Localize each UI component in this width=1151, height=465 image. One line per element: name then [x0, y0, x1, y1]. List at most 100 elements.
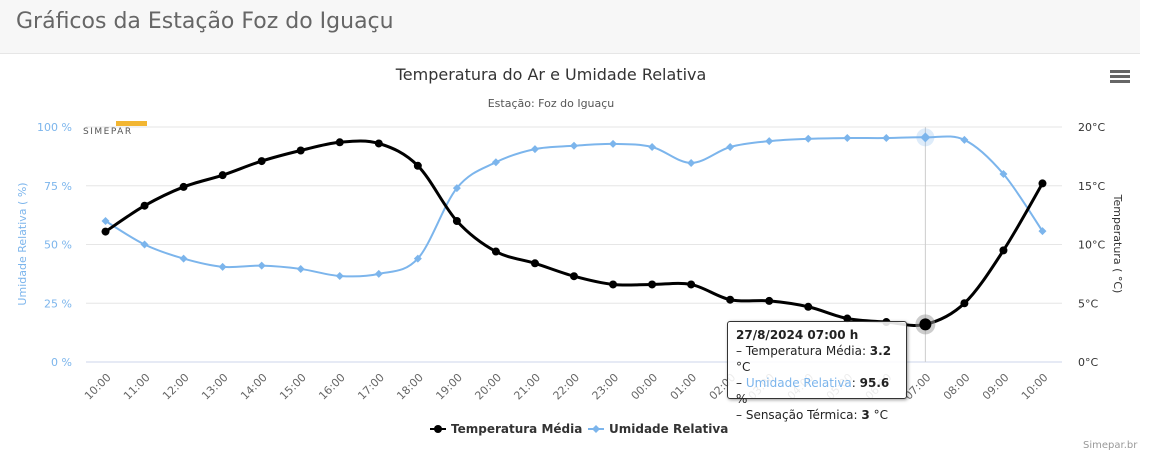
tooltip-row-sensacao: – Sensação Térmica: 3 °C: [736, 408, 888, 422]
legend-item-umidade[interactable]: Umidade Relativa: [588, 422, 728, 436]
page-header: Gráficos da Estação Foz do Iguaçu: [0, 0, 1140, 54]
data-point: [491, 247, 500, 256]
x-tick-label: 19:00: [433, 371, 465, 403]
data-point: [179, 254, 188, 263]
x-tick-label: 01:00: [668, 371, 700, 403]
credit-link[interactable]: Simepar.br: [1083, 440, 1138, 451]
data-point: [530, 259, 539, 268]
y-right-tick-label: 0°C: [1078, 356, 1098, 369]
tooltip-value: 95.6: [859, 376, 890, 390]
hamburger-menu-icon[interactable]: [1110, 70, 1130, 86]
legend-label: Temperatura Média: [451, 422, 582, 436]
tooltip-row-temperatura: – Temperatura Média: 3.2 °C: [736, 344, 892, 374]
y-right-tick-label: 20°C: [1078, 121, 1105, 134]
data-point: [452, 217, 461, 225]
data-point: [335, 138, 344, 147]
data-point: [609, 280, 618, 289]
x-tick-label: 22:00: [551, 371, 583, 403]
data-point: [804, 302, 813, 311]
tooltip-unit: °C: [873, 408, 888, 422]
y-left-tick-label: 75 %: [44, 180, 72, 193]
data-point: [257, 157, 266, 166]
series-line: [105, 135, 1044, 278]
tooltip-value: 3: [861, 408, 870, 422]
series-umidade: [101, 128, 1047, 280]
data-point: [101, 217, 110, 225]
y-right-tick-label: 5°C: [1078, 297, 1098, 310]
tooltip: 27/8/2024 07:00 h – Temperatura Média: 3…: [727, 321, 907, 422]
tooltip-label: Umidade Relativa: [745, 376, 852, 390]
data-point: [296, 264, 305, 273]
chart-title: Temperatura do Ar e Umidade Relativa: [395, 65, 707, 84]
page-title: Gráficos da Estação Foz do Iguaçu: [16, 9, 394, 34]
data-point: [452, 184, 461, 193]
x-tick-label: 12:00: [160, 371, 192, 403]
data-point: [257, 261, 266, 270]
data-point: [413, 254, 422, 263]
x-tick-label: 00:00: [629, 371, 661, 403]
y-axis-left: 0 % 25 % 50 % 75 % 100 %: [37, 121, 72, 369]
y-axis-left-label: Umidade Relativa ( %): [16, 182, 29, 305]
data-point: [882, 134, 891, 143]
simepar-logo: SIMEPAR: [83, 121, 147, 137]
data-point: [374, 269, 383, 278]
data-point: [570, 141, 578, 150]
data-point: [648, 280, 657, 289]
tooltip-label: Temperatura Média: [745, 344, 862, 358]
data-point: [179, 182, 188, 191]
legend-item-temperatura[interactable]: Temperatura Média: [430, 422, 582, 436]
data-point: [687, 280, 696, 289]
data-point: [491, 158, 500, 167]
y-right-tick-label: 10°C: [1078, 239, 1105, 252]
data-point: [648, 142, 657, 151]
x-tick-label: 20:00: [472, 371, 504, 403]
chart-subtitle: Estação: Foz do Iguaçu: [488, 97, 615, 110]
x-tick-label: 13:00: [199, 371, 231, 403]
tooltip-header: 27/8/2024 07:00 h: [736, 328, 859, 342]
data-point: [570, 272, 578, 281]
tooltip-value: 3.2: [869, 344, 892, 358]
data-point: [960, 299, 969, 308]
chart-container: Temperatura do Ar e Umidade Relativa Est…: [0, 54, 1151, 461]
legend-label: Umidade Relativa: [609, 422, 728, 436]
x-tick-label: 17:00: [355, 371, 387, 403]
x-tick-label: 14:00: [238, 371, 270, 403]
x-tick-label: 15:00: [277, 371, 309, 403]
x-tick-label: 11:00: [121, 371, 153, 403]
data-point: [999, 246, 1008, 255]
data-point: [530, 145, 539, 154]
legend: Temperatura Média Umidade Relativa: [430, 422, 728, 436]
x-tick-label: 09:00: [980, 371, 1012, 403]
x-tick-label: 10:00: [82, 371, 114, 403]
data-point: [765, 296, 774, 305]
series-group: [101, 128, 1047, 335]
data-point: [218, 262, 227, 271]
data-point: [804, 134, 813, 143]
y-left-tick-label: 0 %: [51, 356, 72, 369]
y-axis-right-label: Temperatura ( °C): [1111, 194, 1124, 294]
x-tick-label: 16:00: [316, 371, 348, 403]
data-point: [960, 135, 969, 144]
data-point: [218, 171, 227, 180]
data-point: [296, 146, 305, 155]
x-tick-label: 18:00: [394, 371, 426, 403]
data-point: [726, 142, 735, 151]
x-tick-label: 10:00: [1019, 371, 1051, 403]
data-point: [374, 139, 383, 148]
logo-bar: [116, 121, 147, 126]
y-left-tick-label: 25 %: [44, 297, 72, 310]
series-temperatura: [101, 138, 1047, 335]
data-point: [413, 161, 422, 170]
data-point: [335, 271, 344, 280]
data-point: [843, 314, 852, 323]
y-left-tick-label: 50 %: [44, 239, 72, 252]
tooltip-unit: %: [736, 392, 748, 406]
x-tick-label: 21:00: [511, 371, 543, 403]
data-point: [999, 170, 1008, 178]
tooltip-row-umidade: – Umidade Relativa: 95.6 %: [736, 376, 890, 406]
x-tick-label: 08:00: [941, 371, 973, 403]
data-point: [1038, 179, 1047, 188]
data-point: [140, 240, 149, 249]
y-axis-right: 0°C 5°C 10°C 15°C 20°C: [1078, 121, 1105, 369]
x-tick-label: 23:00: [590, 371, 622, 403]
